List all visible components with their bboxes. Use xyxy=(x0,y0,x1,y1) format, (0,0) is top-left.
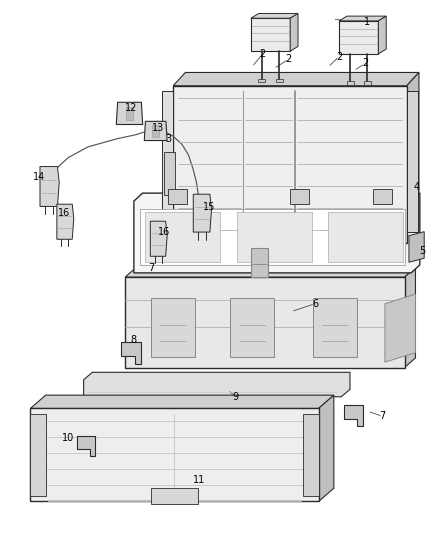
Polygon shape xyxy=(328,212,403,262)
Polygon shape xyxy=(303,414,318,496)
Text: 11: 11 xyxy=(193,475,205,485)
Text: 7: 7 xyxy=(380,411,386,422)
Polygon shape xyxy=(145,212,220,262)
Polygon shape xyxy=(409,232,424,262)
Text: 2: 2 xyxy=(362,59,368,68)
Polygon shape xyxy=(57,204,74,239)
Polygon shape xyxy=(77,435,95,456)
Polygon shape xyxy=(152,125,159,136)
Polygon shape xyxy=(121,342,141,364)
Polygon shape xyxy=(193,194,212,232)
Text: 6: 6 xyxy=(312,298,318,309)
Polygon shape xyxy=(84,372,350,397)
Polygon shape xyxy=(407,91,418,232)
Polygon shape xyxy=(150,221,167,256)
Text: 8: 8 xyxy=(131,335,137,345)
Polygon shape xyxy=(251,248,268,277)
Polygon shape xyxy=(173,72,419,86)
Polygon shape xyxy=(30,395,334,408)
Polygon shape xyxy=(144,122,167,141)
Polygon shape xyxy=(339,16,386,21)
Polygon shape xyxy=(40,166,59,206)
Polygon shape xyxy=(116,102,143,125)
Polygon shape xyxy=(318,395,334,502)
Polygon shape xyxy=(162,91,173,232)
Polygon shape xyxy=(151,298,195,357)
Polygon shape xyxy=(30,414,46,496)
Polygon shape xyxy=(346,82,353,85)
Polygon shape xyxy=(125,268,416,277)
Text: 16: 16 xyxy=(58,208,70,219)
Polygon shape xyxy=(168,189,187,204)
Polygon shape xyxy=(373,189,392,204)
Polygon shape xyxy=(344,405,363,426)
Polygon shape xyxy=(251,13,298,18)
Polygon shape xyxy=(378,16,386,54)
Text: 4: 4 xyxy=(413,182,420,192)
Polygon shape xyxy=(276,79,283,82)
Text: 5: 5 xyxy=(419,246,425,255)
Polygon shape xyxy=(141,209,405,265)
Text: 7: 7 xyxy=(148,263,155,272)
Polygon shape xyxy=(173,86,407,243)
Polygon shape xyxy=(385,294,416,362)
Text: 14: 14 xyxy=(33,172,45,182)
Text: 15: 15 xyxy=(203,202,215,212)
Polygon shape xyxy=(364,82,371,85)
Polygon shape xyxy=(290,13,298,51)
Text: 3: 3 xyxy=(166,134,172,144)
Polygon shape xyxy=(251,18,290,51)
Text: 2: 2 xyxy=(336,52,342,61)
Polygon shape xyxy=(152,488,198,504)
Text: 1: 1 xyxy=(364,17,371,27)
Polygon shape xyxy=(405,268,416,368)
Text: 10: 10 xyxy=(62,433,74,443)
Text: 12: 12 xyxy=(125,103,137,113)
Polygon shape xyxy=(126,107,133,120)
Polygon shape xyxy=(230,298,274,357)
Polygon shape xyxy=(30,408,318,502)
Text: 9: 9 xyxy=(233,392,239,402)
Polygon shape xyxy=(407,72,419,243)
Text: 13: 13 xyxy=(152,123,164,133)
Text: 2: 2 xyxy=(286,54,292,64)
Text: 16: 16 xyxy=(158,227,170,237)
Polygon shape xyxy=(339,21,378,54)
Polygon shape xyxy=(290,189,309,204)
Polygon shape xyxy=(134,193,420,273)
Polygon shape xyxy=(125,277,405,368)
Polygon shape xyxy=(313,298,357,357)
Polygon shape xyxy=(258,79,265,82)
Polygon shape xyxy=(237,212,311,262)
Text: 2: 2 xyxy=(260,49,266,59)
Polygon shape xyxy=(164,152,175,195)
